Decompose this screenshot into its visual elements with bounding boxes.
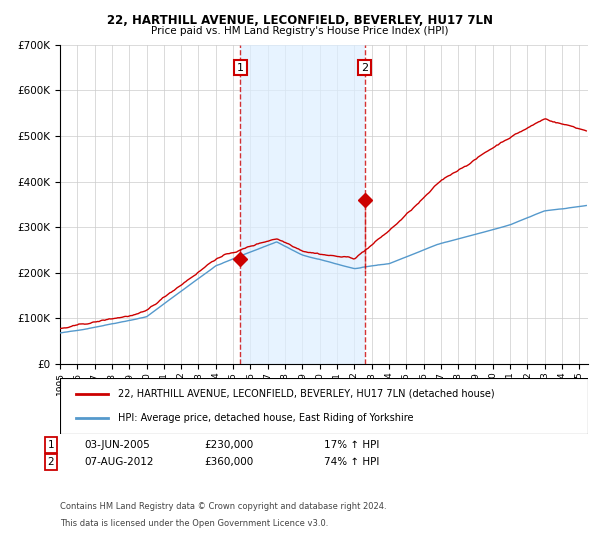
Text: 17% ↑ HPI: 17% ↑ HPI bbox=[324, 440, 379, 450]
Text: 2: 2 bbox=[47, 457, 55, 467]
Bar bbox=[241, 45, 365, 364]
Text: 07-AUG-2012: 07-AUG-2012 bbox=[84, 457, 154, 467]
Text: 2: 2 bbox=[361, 63, 368, 73]
Text: 1: 1 bbox=[47, 440, 55, 450]
FancyBboxPatch shape bbox=[60, 378, 588, 434]
Text: 22, HARTHILL AVENUE, LECONFIELD, BEVERLEY, HU17 7LN: 22, HARTHILL AVENUE, LECONFIELD, BEVERLE… bbox=[107, 14, 493, 27]
Text: Price paid vs. HM Land Registry's House Price Index (HPI): Price paid vs. HM Land Registry's House … bbox=[151, 26, 449, 36]
Text: 74% ↑ HPI: 74% ↑ HPI bbox=[324, 457, 379, 467]
Text: HPI: Average price, detached house, East Riding of Yorkshire: HPI: Average price, detached house, East… bbox=[118, 413, 413, 423]
Text: This data is licensed under the Open Government Licence v3.0.: This data is licensed under the Open Gov… bbox=[60, 519, 328, 528]
Text: 03-JUN-2005: 03-JUN-2005 bbox=[84, 440, 150, 450]
Text: £360,000: £360,000 bbox=[204, 457, 253, 467]
Text: £230,000: £230,000 bbox=[204, 440, 253, 450]
Text: Contains HM Land Registry data © Crown copyright and database right 2024.: Contains HM Land Registry data © Crown c… bbox=[60, 502, 386, 511]
Text: 22, HARTHILL AVENUE, LECONFIELD, BEVERLEY, HU17 7LN (detached house): 22, HARTHILL AVENUE, LECONFIELD, BEVERLE… bbox=[118, 389, 495, 399]
Text: 1: 1 bbox=[237, 63, 244, 73]
